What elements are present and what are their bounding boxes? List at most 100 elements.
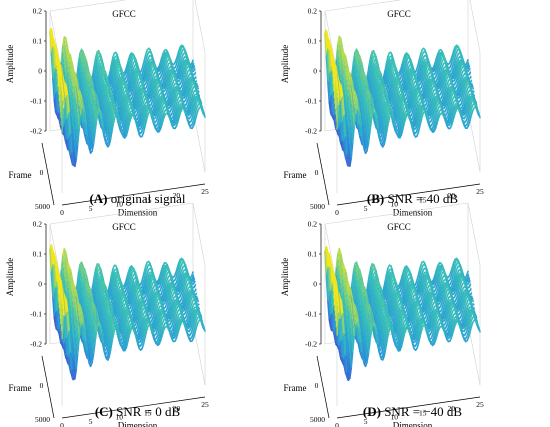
surface-segment — [111, 107, 115, 114]
surface-segment — [186, 89, 190, 97]
surface-segment — [105, 131, 109, 138]
surface-segment — [401, 68, 404, 77]
surface-segment — [185, 82, 189, 90]
surface-segment — [158, 116, 162, 124]
surface-segment — [445, 87, 449, 95]
surface-segment — [398, 111, 402, 120]
surface-segment — [188, 92, 192, 100]
surface-segment — [365, 93, 369, 103]
surface-segment — [85, 73, 89, 82]
surface-segment — [82, 71, 86, 83]
surface-segment — [74, 100, 78, 117]
surface-segment — [147, 65, 151, 72]
surface-segment — [160, 52, 164, 60]
y-axis-line — [316, 142, 330, 206]
surface-segment — [425, 86, 429, 93]
surface-segment — [405, 73, 409, 82]
surface-segment — [369, 82, 373, 92]
surface-mesh-line — [49, 28, 63, 134]
surface-segment — [396, 102, 400, 111]
surface-segment — [384, 66, 388, 76]
surface-segment — [102, 126, 106, 138]
surface-segment — [447, 97, 451, 105]
surface-segment — [395, 96, 399, 105]
surface-segment — [422, 85, 426, 93]
surface-segment — [88, 125, 92, 138]
surface-segment — [80, 52, 84, 60]
surface-segment — [68, 112, 72, 136]
surface-segment — [360, 93, 364, 107]
surface-segment — [105, 115, 109, 125]
surface-segment — [125, 110, 129, 119]
surface-segment — [107, 112, 111, 122]
surface-mesh-line — [158, 67, 171, 122]
x-tick-label: 5 — [89, 204, 93, 213]
surface-segment — [100, 93, 104, 104]
caption-text: original signal — [107, 191, 186, 206]
surface-segment — [192, 66, 196, 70]
surface-segment — [396, 113, 400, 122]
surface-segment — [367, 67, 371, 79]
surface-segment — [108, 74, 112, 82]
surface-segment — [358, 73, 362, 85]
surface-segment — [91, 98, 95, 110]
surface-segment — [112, 111, 116, 119]
z-tick-label: 0.1 — [308, 37, 318, 46]
surface-segment — [380, 126, 384, 134]
surface-segment — [105, 127, 109, 134]
surface-segment — [126, 104, 130, 112]
surface-segment — [130, 71, 134, 79]
x-axis-line — [336, 183, 481, 206]
surface-segment — [340, 62, 344, 81]
surface-segment — [397, 123, 401, 131]
surface-segment — [419, 62, 423, 70]
surface-segment — [170, 88, 174, 96]
surface-segment — [158, 106, 161, 114]
surface-segment — [93, 74, 97, 86]
surface-segment — [434, 57, 438, 64]
surface-segment — [120, 109, 124, 117]
surface-segment — [126, 60, 130, 68]
surface-segment — [361, 79, 365, 90]
surface-segment — [416, 105, 420, 112]
surface-segment — [425, 74, 429, 82]
surface-segment — [152, 104, 156, 111]
surface-segment — [112, 88, 116, 97]
surface-segment — [389, 62, 393, 70]
surface-segment — [408, 94, 412, 102]
surface-segment — [104, 87, 108, 96]
surface-mesh-line — [184, 49, 197, 116]
surface-segment — [79, 64, 83, 79]
surface-segment — [182, 80, 186, 88]
surface-segment — [172, 98, 176, 106]
surface-segment — [393, 93, 397, 102]
surface-segment — [107, 123, 110, 133]
surface-segment — [378, 95, 382, 106]
surface-segment — [428, 92, 432, 101]
surface-segment — [407, 80, 411, 89]
surface-segment — [457, 75, 461, 83]
surface-segment — [447, 101, 451, 109]
surface-segment — [74, 157, 78, 168]
surface-segment — [355, 74, 359, 89]
surface-segment — [175, 106, 179, 114]
surface-segment — [191, 107, 195, 114]
surface-segment — [352, 66, 356, 80]
surface-segment — [361, 104, 365, 118]
surface-mesh-line — [152, 58, 166, 116]
surface-segment — [101, 99, 105, 109]
surface-segment — [391, 78, 394, 87]
surface-segment — [126, 69, 129, 77]
surface-segment — [368, 78, 372, 89]
surface-segment — [152, 83, 156, 90]
surface-segment — [346, 95, 350, 114]
surface-segment — [460, 82, 464, 89]
surface-segment — [73, 93, 77, 110]
z-tick-label: -0.1 — [30, 97, 42, 106]
surface-segment — [189, 97, 193, 105]
surface-segment — [149, 80, 153, 88]
chart-a: 0.20.10-0.1-0.20 5 10 15 20 2505000GFCCDimens… — [5, 0, 209, 218]
surface — [49, 27, 206, 168]
